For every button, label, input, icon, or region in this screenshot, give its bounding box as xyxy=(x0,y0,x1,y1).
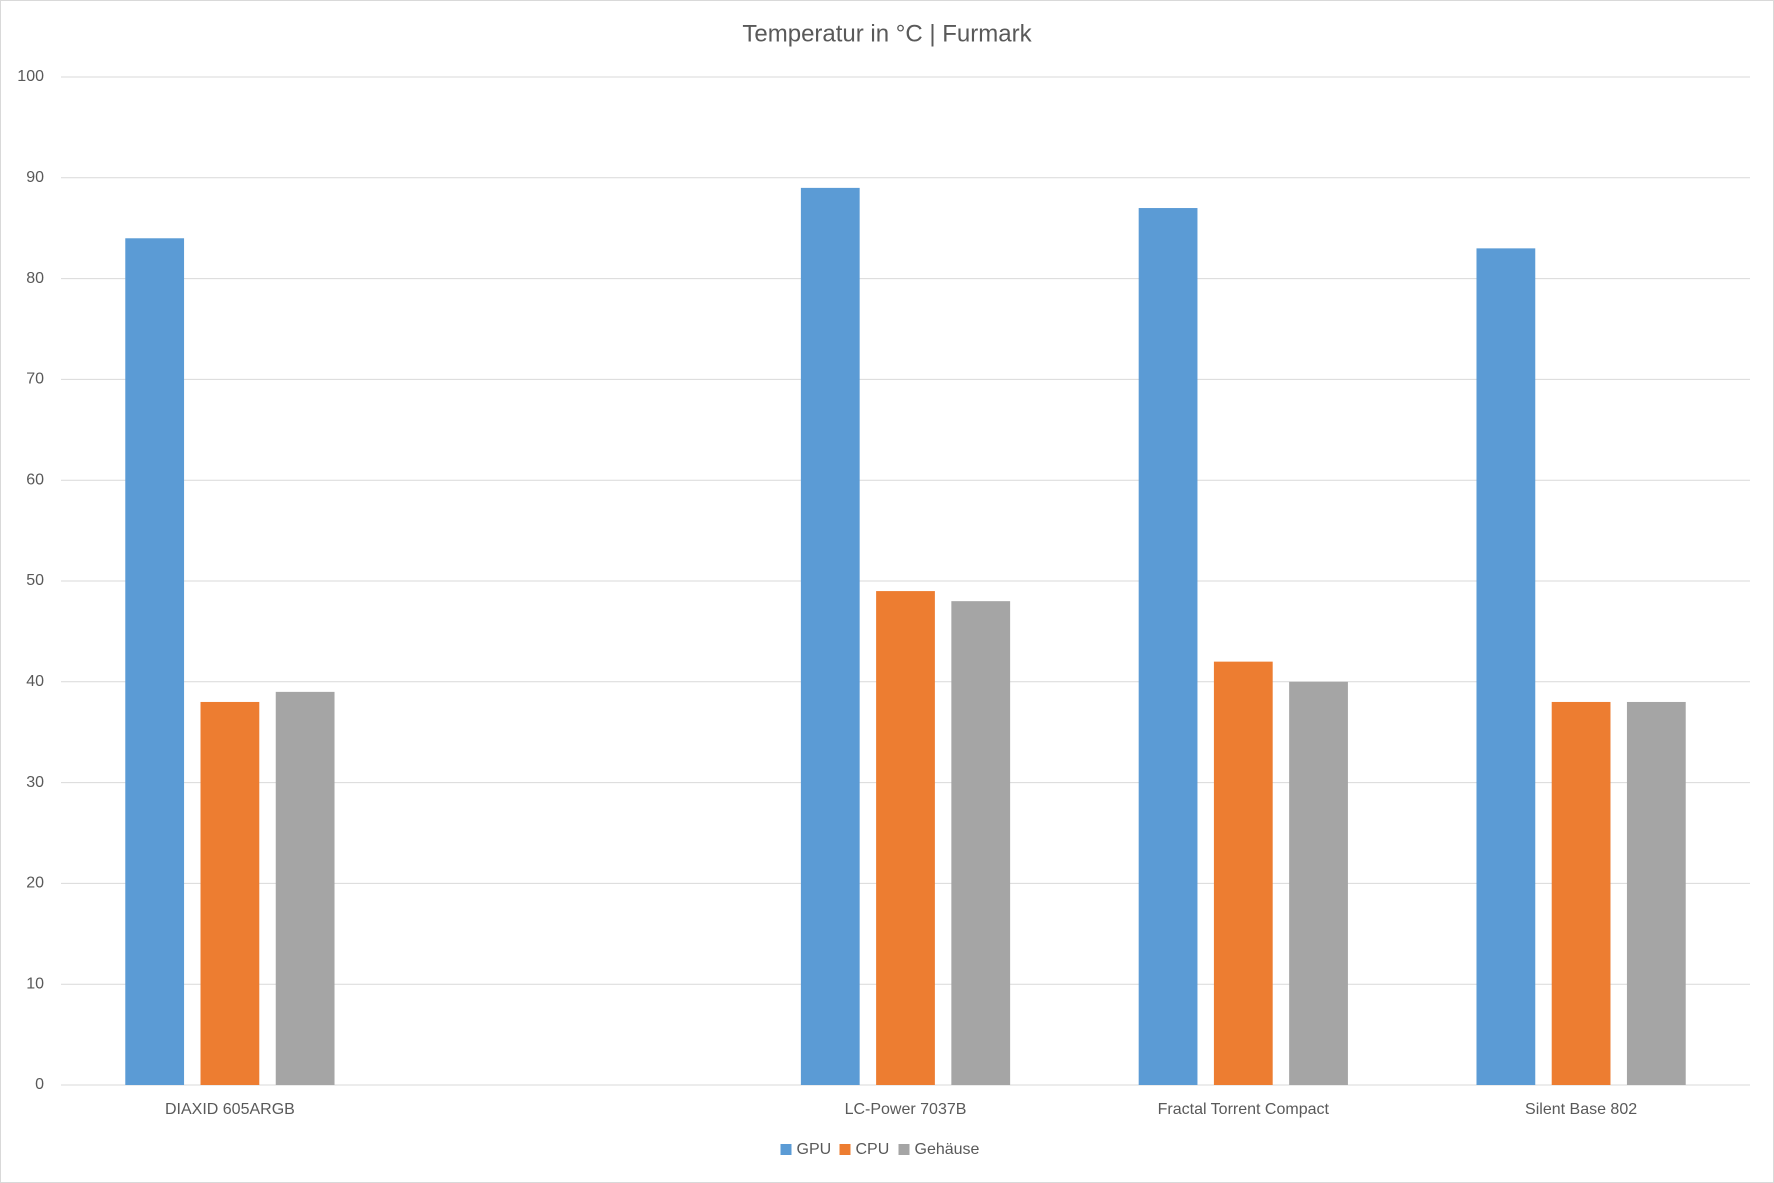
y-tick-label: 30 xyxy=(26,774,44,791)
bar xyxy=(125,238,185,1085)
bar xyxy=(1213,661,1273,1085)
bar xyxy=(951,601,1011,1085)
y-tick-label: 0 xyxy=(35,1076,44,1093)
y-tick-label: 90 xyxy=(26,169,44,186)
bar xyxy=(1626,701,1686,1085)
y-tick-label: 60 xyxy=(26,471,44,488)
y-tick-label: 50 xyxy=(26,572,44,589)
bar xyxy=(1289,681,1348,1085)
bar xyxy=(1138,208,1198,1086)
y-tick-label: 10 xyxy=(26,975,44,992)
legend-swatch xyxy=(839,1144,851,1155)
legend-label: CPU xyxy=(856,1141,890,1158)
y-tick-label: 20 xyxy=(26,875,44,892)
bar xyxy=(275,691,335,1085)
bar xyxy=(1476,248,1536,1086)
y-tick-label: 40 xyxy=(26,673,44,690)
x-tick-label: Fractal Torrent Compact xyxy=(1158,1101,1330,1118)
legend-swatch xyxy=(898,1144,910,1155)
y-tick-label: 70 xyxy=(26,371,44,388)
legend-label: GPU xyxy=(797,1141,832,1158)
chart-title: Temperatur in °C | Furmark xyxy=(742,20,1032,47)
x-tick-label: Silent Base 802 xyxy=(1525,1101,1637,1118)
bar xyxy=(876,591,935,1085)
y-tick-label: 80 xyxy=(26,270,44,287)
x-tick-label: DIAXID 605ARGB xyxy=(165,1101,295,1118)
bar xyxy=(200,701,260,1085)
bar xyxy=(800,187,860,1085)
legend-swatch xyxy=(780,1144,792,1155)
x-tick-label: LC-Power 7037B xyxy=(845,1101,967,1118)
y-tick-label: 100 xyxy=(17,68,44,85)
bar xyxy=(1551,701,1611,1085)
legend-label: Gehäuse xyxy=(915,1141,980,1158)
